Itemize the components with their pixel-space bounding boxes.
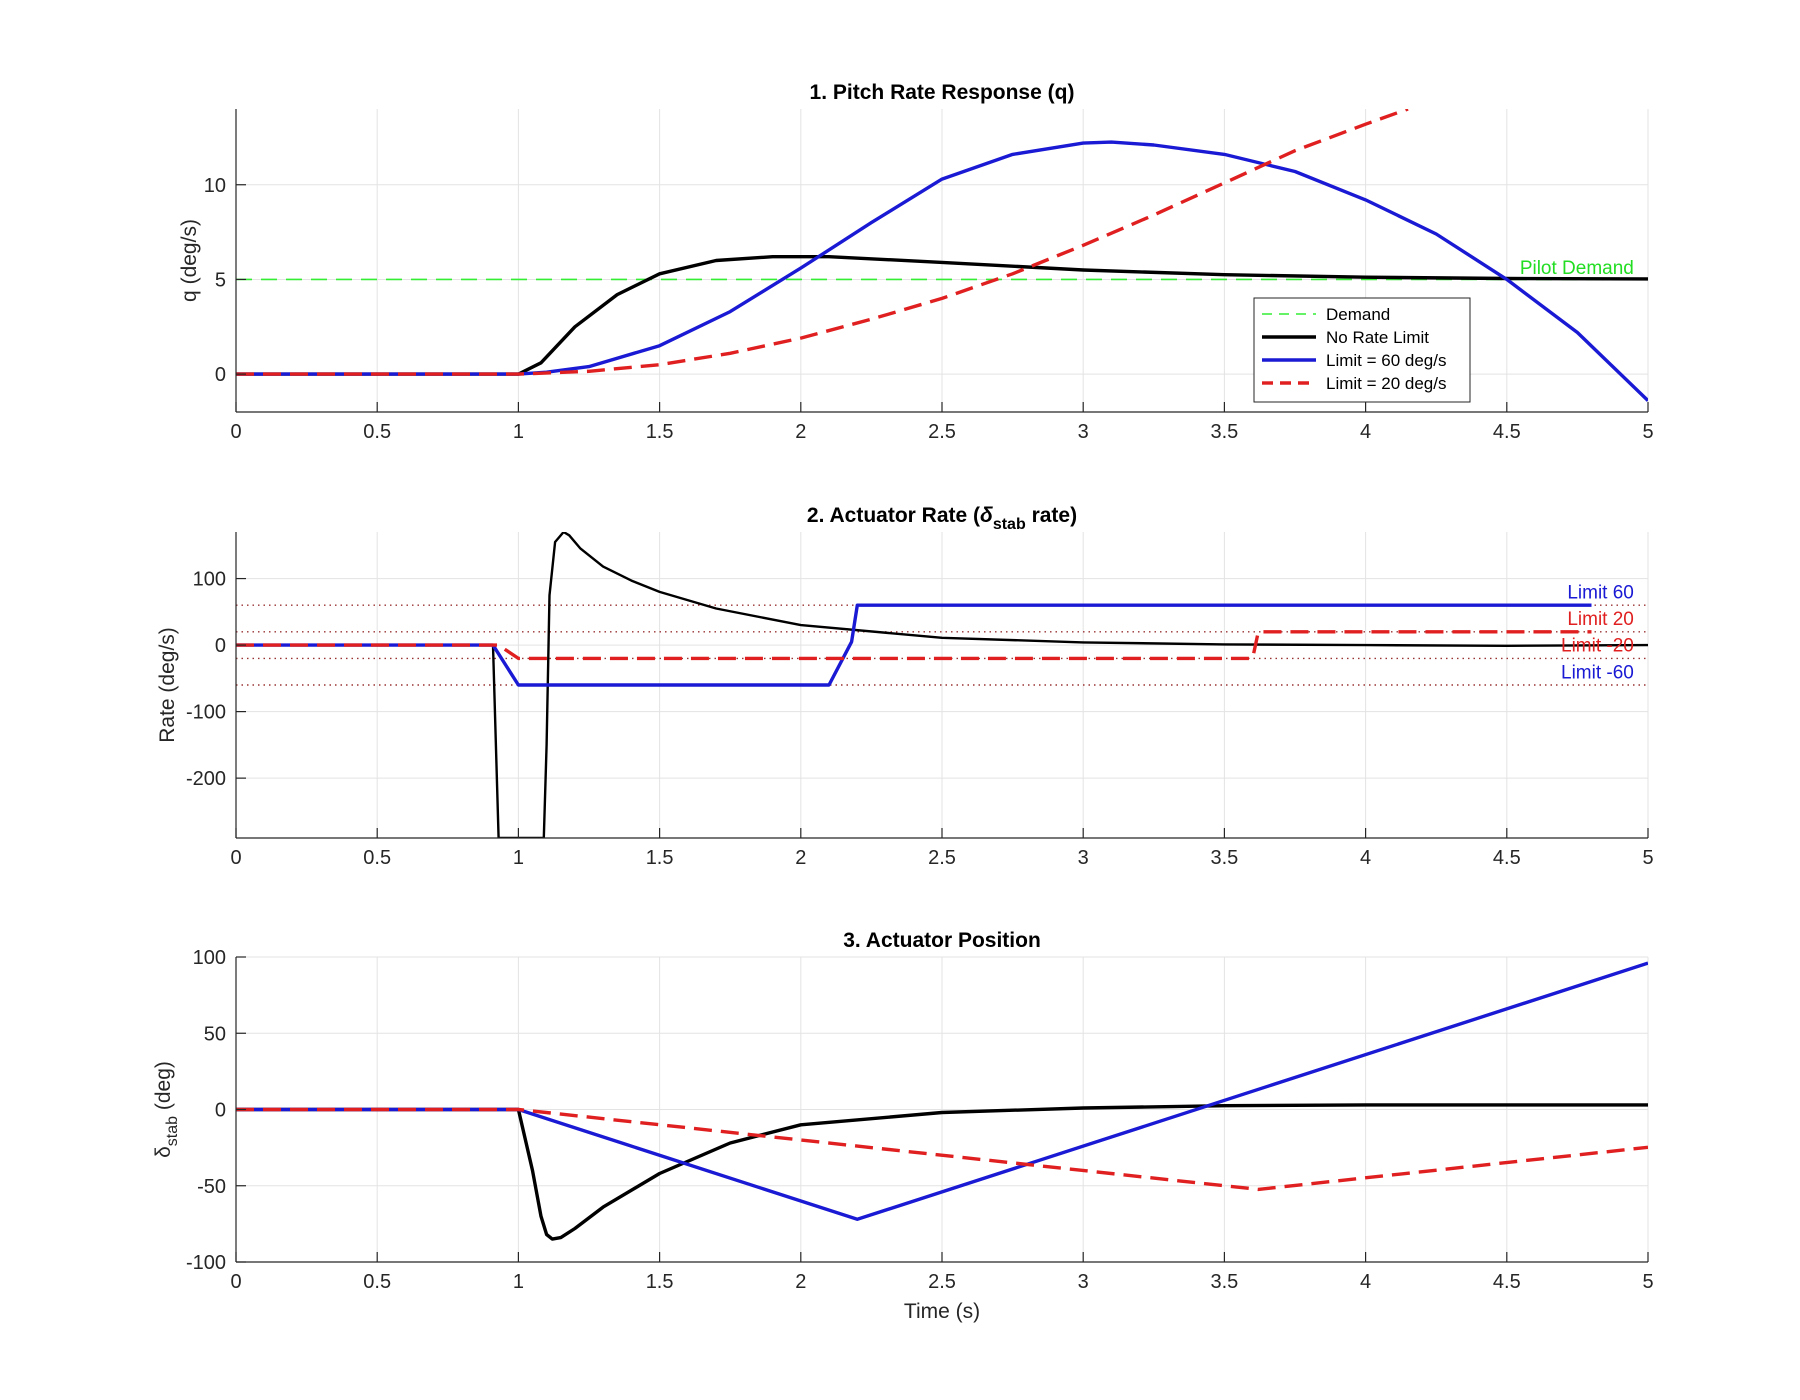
annotation-label: Limit 60: [1567, 583, 1634, 604]
chart-panel-1: 0 0.5 1 1.5 2 2.5 3 3.5 4 4.5 5 0 5 10 1. Pitch Rate R…: [178, 81, 1654, 443]
x-tick-label: 0: [230, 1271, 241, 1293]
x-tick-label: 3: [1078, 1271, 1089, 1293]
x-tick-label: 2: [795, 421, 806, 443]
chart-title-symbol: δ: [980, 504, 993, 527]
x-tick-label: 2: [795, 1271, 806, 1293]
x-tick-label: 5: [1642, 847, 1653, 869]
x-tick-label: 1.5: [646, 1271, 674, 1293]
annotation-label: Limit -60: [1561, 662, 1634, 683]
y-axis-label-subscript: stab: [164, 1116, 181, 1146]
x-tick-label: 0.5: [363, 421, 391, 443]
chart-title-subscript: stab: [993, 516, 1026, 533]
series-line-1: [236, 532, 1648, 838]
x-tick-label: 1: [513, 1271, 524, 1293]
chart-panel-2: 0 0.5 1 1.5 2 2.5 3 3.5 4 4.5 5 -200 -100 0 100 2. Actu…: [156, 504, 1654, 869]
x-tick-label: 4.5: [1493, 421, 1521, 443]
legend-entry-label: Limit = 60 deg/s: [1326, 351, 1447, 370]
x-tick-label: 5: [1642, 1271, 1653, 1293]
legend-entry-label: Limit = 20 deg/s: [1326, 374, 1447, 393]
y-tick-label: 100: [193, 947, 226, 969]
x-tick-label: 5: [1642, 421, 1653, 443]
y-tick-label: -200: [186, 768, 226, 790]
chart-title-suffix: rate): [1026, 504, 1077, 527]
annotation-label: Pilot Demand: [1520, 258, 1634, 279]
series-line-limit-60-deg-s: [236, 140, 1648, 402]
x-tick-label: 0: [230, 847, 241, 869]
legend-entry-label: No Rate Limit: [1326, 328, 1429, 347]
chart-title: 1. Pitch Rate Response (q): [810, 81, 1075, 104]
y-tick-label: 5: [215, 269, 226, 291]
x-tick-label: 0.5: [363, 847, 391, 869]
legend: Demand No Rate Limit Limit = 60 deg/s Limit…: [1253, 297, 1471, 403]
x-tick-label: 1.5: [646, 847, 674, 869]
x-tick-label: 1: [513, 421, 524, 443]
x-tick-label: 4: [1360, 847, 1371, 869]
annotation-label: Limit -20: [1561, 636, 1634, 657]
annotation-label: Limit 20: [1567, 609, 1634, 630]
chart-title-text: 2. Actuator Rate (: [807, 504, 980, 527]
x-tick-label: 2.5: [928, 421, 956, 443]
y-tick-label: 100: [193, 569, 226, 591]
x-tick-label: 3: [1078, 421, 1089, 443]
x-axis-label: Time (s): [904, 1300, 980, 1323]
y-tick-label: 0: [215, 635, 226, 657]
y-tick-label: -100: [186, 702, 226, 724]
x-tick-label: 3: [1078, 847, 1089, 869]
x-tick-label: 1: [513, 847, 524, 869]
x-tick-label: 4.5: [1493, 1271, 1521, 1293]
x-tick-label: 3.5: [1210, 847, 1238, 869]
chart-title: 3. Actuator Position: [843, 929, 1041, 952]
series-line-1: [236, 1103, 1648, 1241]
x-tick-label: 2.5: [928, 847, 956, 869]
x-tick-label: 4: [1360, 1271, 1371, 1293]
series-layer: [236, 109, 1648, 402]
x-tick-label: 0.5: [363, 1271, 391, 1293]
y-axis-label: Rate (deg/s): [156, 627, 179, 743]
y-axis-label: δstab (deg): [152, 1061, 181, 1158]
y-tick-label: 50: [204, 1023, 226, 1045]
legend-entry-label: Demand: [1326, 305, 1390, 324]
x-tick-label: 1.5: [646, 421, 674, 443]
x-tick-label: 3.5: [1210, 1271, 1238, 1293]
y-tick-label: -100: [186, 1252, 226, 1274]
x-tick-label: 2: [795, 847, 806, 869]
series-line-no-rate-limit: [236, 255, 1648, 376]
y-tick-label: 10: [204, 175, 226, 197]
y-axis-label-symbol: δ: [152, 1146, 175, 1158]
y-tick-label: 0: [215, 1100, 226, 1122]
x-tick-label: 0: [230, 421, 241, 443]
y-tick-label: -50: [197, 1176, 226, 1198]
y-axis-label-text: (deg): [152, 1061, 175, 1116]
chart-panel-3: 0 0.5 1 1.5 2 2.5 3 3.5 4 4.5 5 -100 -50 0 50 100 3. Act…: [152, 929, 1654, 1323]
y-axis-label: q (deg/s): [178, 219, 201, 302]
chart-title: 2. Actuator Rate (δstab rate): [807, 504, 1077, 533]
y-tick-label: 0: [215, 364, 226, 386]
series-line-3: [236, 1107, 1648, 1192]
series-layer: [236, 961, 1648, 1241]
x-tick-label: 4.5: [1493, 847, 1521, 869]
series-layer: [236, 532, 1648, 838]
x-tick-label: 2.5: [928, 1271, 956, 1293]
series-line-3: [236, 630, 1592, 661]
x-tick-label: 3.5: [1210, 421, 1238, 443]
series-line-limit-20-deg-s: [236, 109, 1409, 376]
x-tick-label: 4: [1360, 421, 1371, 443]
